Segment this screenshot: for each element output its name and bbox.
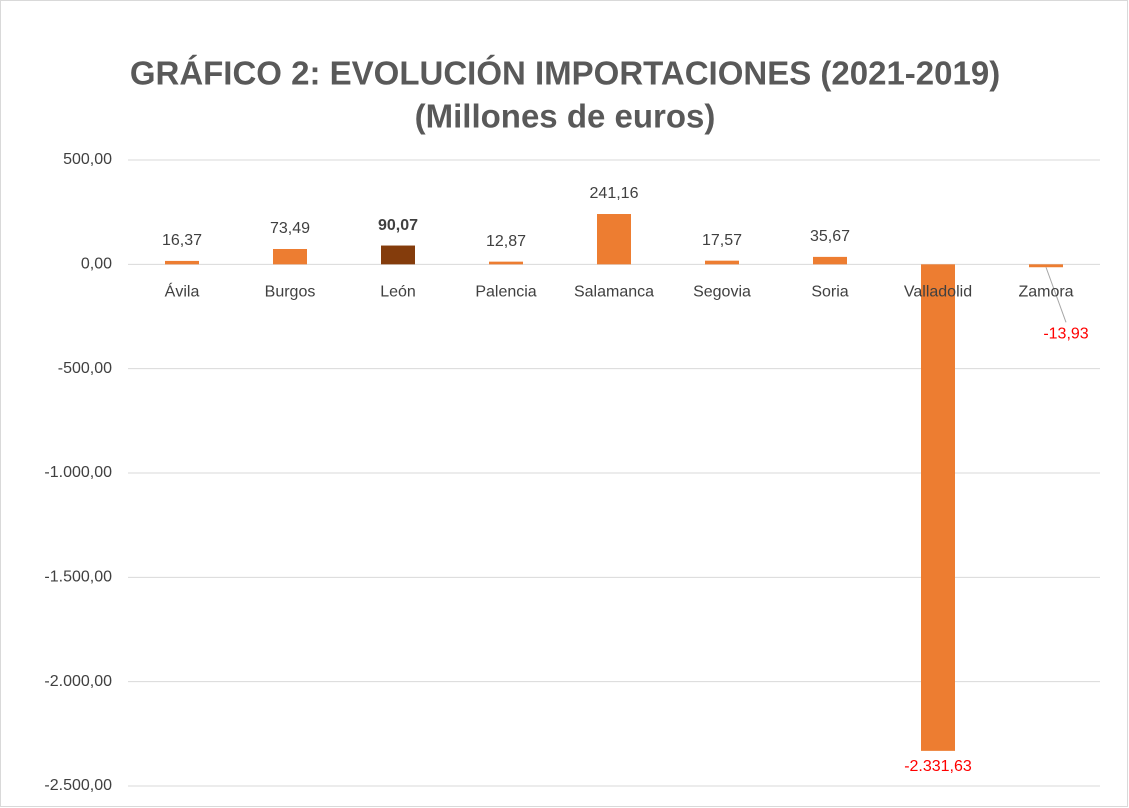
bar bbox=[813, 256, 847, 265]
x-tick-label: Palencia bbox=[475, 284, 536, 301]
bar bbox=[489, 261, 523, 265]
bar bbox=[381, 245, 415, 265]
chart-title: GRÁFICO 2: EVOLUCIÓN IMPORTACIONES (2021… bbox=[130, 55, 1000, 92]
y-tick-label: -500,00 bbox=[58, 360, 112, 377]
y-tick-label: -2.500,00 bbox=[44, 777, 112, 794]
bar bbox=[921, 264, 955, 751]
value-label: -13,93 bbox=[1043, 326, 1088, 343]
bar bbox=[597, 214, 631, 265]
chart-subtitle: (Millones de euros) bbox=[415, 98, 716, 135]
value-label: 73,49 bbox=[270, 220, 310, 237]
value-label: -2.331,63 bbox=[904, 758, 972, 775]
x-tick-label: Ávila bbox=[165, 282, 200, 301]
y-tick-label: -1.500,00 bbox=[44, 569, 112, 586]
x-tick-label: Burgos bbox=[265, 284, 316, 301]
value-label: 35,67 bbox=[810, 228, 850, 245]
y-tick-label: 0,00 bbox=[81, 256, 112, 273]
x-tick-label: León bbox=[380, 284, 416, 301]
x-tick-label: Valladolid bbox=[904, 284, 972, 301]
value-label: 12,87 bbox=[486, 233, 526, 250]
value-label: 90,07 bbox=[378, 217, 418, 234]
x-tick-label: Segovia bbox=[693, 284, 751, 301]
bar bbox=[273, 248, 307, 265]
y-tick-label: -2.000,00 bbox=[44, 673, 112, 690]
value-label: 17,57 bbox=[702, 232, 742, 249]
x-tick-label: Soria bbox=[811, 284, 848, 301]
leader-line bbox=[1045, 267, 1067, 323]
value-label: 241,16 bbox=[590, 185, 639, 202]
bar bbox=[1029, 264, 1063, 268]
x-tick-label: Zamora bbox=[1018, 284, 1073, 301]
y-tick-label: -1.000,00 bbox=[44, 464, 112, 481]
value-label: 16,37 bbox=[162, 232, 202, 249]
x-tick-label: Salamanca bbox=[574, 284, 654, 301]
y-tick-label: 500,00 bbox=[63, 151, 112, 168]
bar bbox=[165, 260, 199, 265]
bar bbox=[705, 260, 739, 265]
